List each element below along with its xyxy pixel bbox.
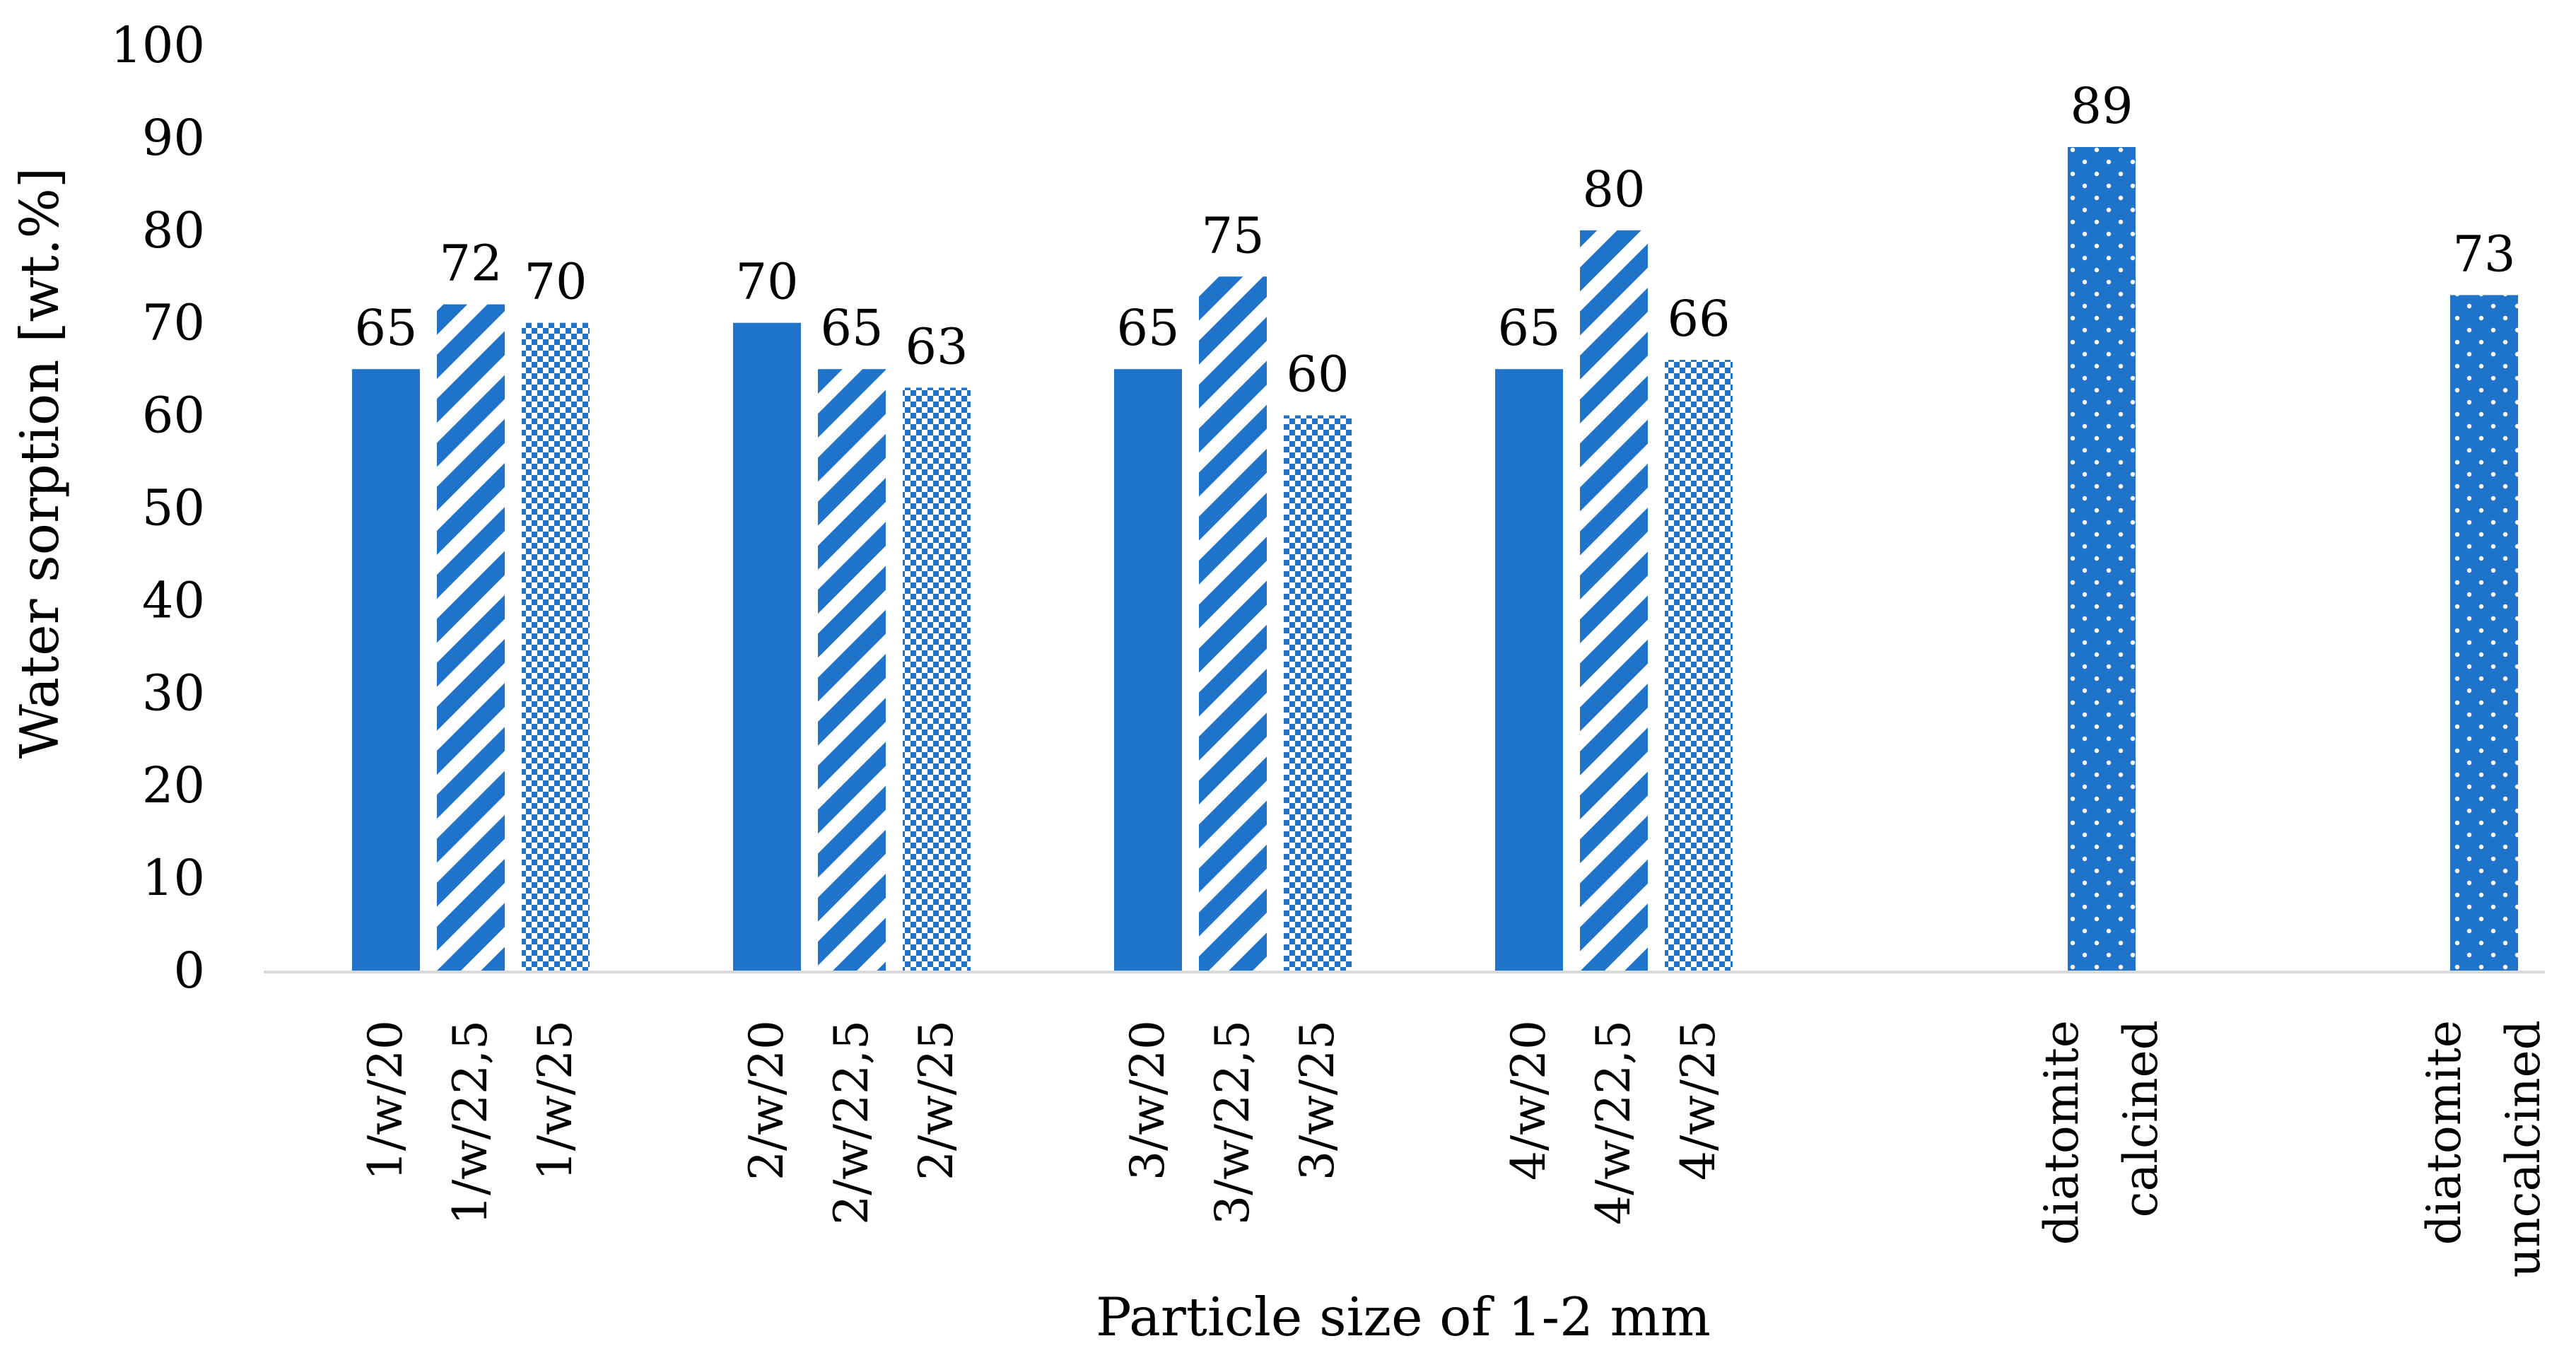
bar [2068, 146, 2136, 971]
y-tick-label: 20 [142, 756, 205, 814]
bar [903, 387, 971, 971]
bars [352, 146, 2518, 971]
bar [1580, 230, 1648, 971]
bar [1284, 415, 1352, 971]
category-label: 3/w/22,5 [1205, 1020, 1260, 1225]
category-label-line: diatomite [2417, 1020, 2471, 1245]
data-label: 75 [1201, 206, 1264, 264]
category-label: 3/w/20 [1120, 1020, 1175, 1181]
data-label: 60 [1286, 346, 1349, 404]
bar [1495, 369, 1563, 971]
bar [522, 322, 590, 971]
category-label: 4/w/25 [1671, 1020, 1726, 1181]
y-tick-label: 40 [142, 571, 205, 629]
category-label: 2/w/20 [739, 1020, 794, 1181]
data-label: 70 [735, 253, 798, 311]
y-axis-title: Water sorption [wt.%] [8, 168, 71, 758]
data-labels: 65 72 70 70 65 63 65 75 60 65 80 66 89 73 [354, 77, 2515, 404]
bar [818, 369, 886, 971]
data-label: 65 [820, 299, 883, 357]
data-label: 73 [2452, 225, 2515, 283]
category-label: 3/w/25 [1290, 1020, 1345, 1181]
data-label: 70 [524, 253, 587, 311]
category-label-line: diatomite [2035, 1020, 2089, 1245]
category-label: 2/w/25 [909, 1020, 964, 1181]
y-tick-label: 60 [142, 387, 205, 445]
data-label: 63 [905, 317, 968, 375]
category-label-line: uncalcined [2496, 1020, 2551, 1277]
category-label: 1/w/20 [358, 1020, 413, 1181]
bar [1665, 360, 1733, 971]
bar [1114, 369, 1182, 971]
y-axis-ticks: 0 10 20 30 40 50 60 70 80 90 100 [110, 16, 205, 1000]
y-tick-label: 100 [110, 16, 205, 74]
category-label: 4/w/20 [1501, 1020, 1556, 1181]
data-label: 65 [1497, 299, 1560, 357]
data-label: 65 [354, 299, 417, 357]
bar [2450, 295, 2518, 971]
category-label: 2/w/22,5 [824, 1020, 879, 1225]
category-label-line: calcined [2114, 1020, 2168, 1217]
data-label: 89 [2070, 77, 2133, 135]
y-tick-label: 80 [142, 201, 205, 259]
bar [1199, 276, 1267, 971]
y-tick-label: 90 [142, 109, 205, 167]
bar [437, 304, 505, 971]
y-tick-label: 50 [142, 479, 205, 537]
y-tick-label: 30 [142, 664, 205, 722]
category-labels: 1/w/20 1/w/22,5 1/w/25 2/w/20 2/w/22,5 2/w/25… [358, 1020, 2551, 1277]
x-axis-title: Particle size of 1-2 mm [1096, 1286, 1711, 1348]
data-label: 66 [1667, 290, 1730, 348]
data-label: 80 [1582, 160, 1645, 218]
category-label: 1/w/22,5 [443, 1020, 498, 1225]
y-tick-label: 10 [142, 849, 205, 907]
bar [352, 369, 420, 971]
data-label: 65 [1116, 299, 1179, 357]
category-label: 1/w/25 [528, 1020, 582, 1181]
data-label: 72 [439, 235, 502, 293]
category-label: 4/w/22,5 [1586, 1020, 1641, 1225]
bar [733, 322, 801, 971]
y-tick-label: 70 [142, 294, 205, 352]
y-tick-label: 0 [173, 942, 205, 1000]
